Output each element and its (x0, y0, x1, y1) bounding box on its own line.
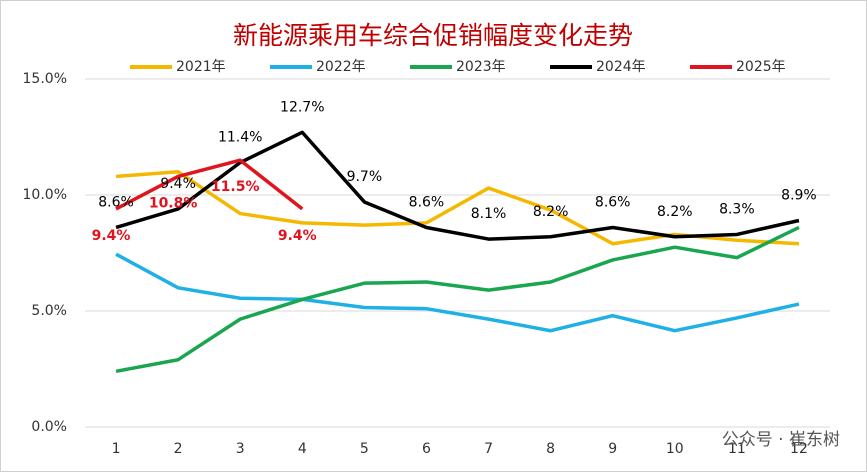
x-tick-label: 3 (236, 441, 245, 457)
data-label: 8.3% (719, 201, 755, 217)
data-label: 10.8% (149, 195, 198, 211)
y-tick-label: 15.0% (23, 71, 67, 87)
data-label: 9.4% (92, 228, 131, 244)
x-tick-label: 1 (112, 441, 121, 457)
data-label: 8.6% (595, 194, 631, 210)
y-tick-label: 10.0% (23, 187, 67, 203)
data-label: 8.1% (471, 206, 507, 222)
chart-title: 新能源乘用车综合促销幅度变化走势 (233, 21, 633, 50)
x-tick-label: 11 (728, 441, 746, 457)
x-tick-label: 10 (666, 441, 684, 457)
series-line (115, 225, 800, 374)
series-line (115, 158, 304, 211)
x-tick-label: 9 (608, 441, 617, 457)
data-label: 8.9% (781, 188, 817, 204)
legend-label: 2022年 (316, 59, 366, 75)
x-tick-label: 2 (174, 441, 183, 457)
data-label: 8.6% (98, 194, 134, 210)
data-label: 9.4% (160, 176, 196, 192)
y-tick-label: 5.0% (31, 303, 67, 319)
watermark: 公众号 · 崔东树 (722, 430, 840, 450)
x-tick-label: 7 (484, 441, 493, 457)
series-line (115, 252, 800, 333)
legend-label: 2024年 (596, 59, 646, 75)
data-label: 8.2% (657, 204, 693, 220)
data-label: 9.4% (278, 228, 317, 244)
x-tick-label: 4 (298, 441, 307, 457)
data-label: 12.7% (280, 99, 324, 115)
x-tick-label: 8 (546, 441, 555, 457)
data-label: 9.7% (347, 169, 383, 185)
legend-label: 2021年 (176, 59, 226, 75)
x-tick-label: 12 (790, 441, 808, 457)
legend-label: 2025年 (736, 59, 786, 75)
data-label: 8.6% (409, 194, 445, 210)
x-tick-label: 6 (422, 441, 431, 457)
x-tick-label: 5 (360, 441, 369, 457)
data-label: 8.2% (533, 204, 569, 220)
y-tick-label: 0.0% (31, 419, 67, 435)
data-label: 11.5% (211, 179, 260, 195)
data-label: 11.4% (218, 130, 262, 146)
legend-label: 2023年 (456, 59, 506, 75)
series-line (115, 130, 800, 241)
